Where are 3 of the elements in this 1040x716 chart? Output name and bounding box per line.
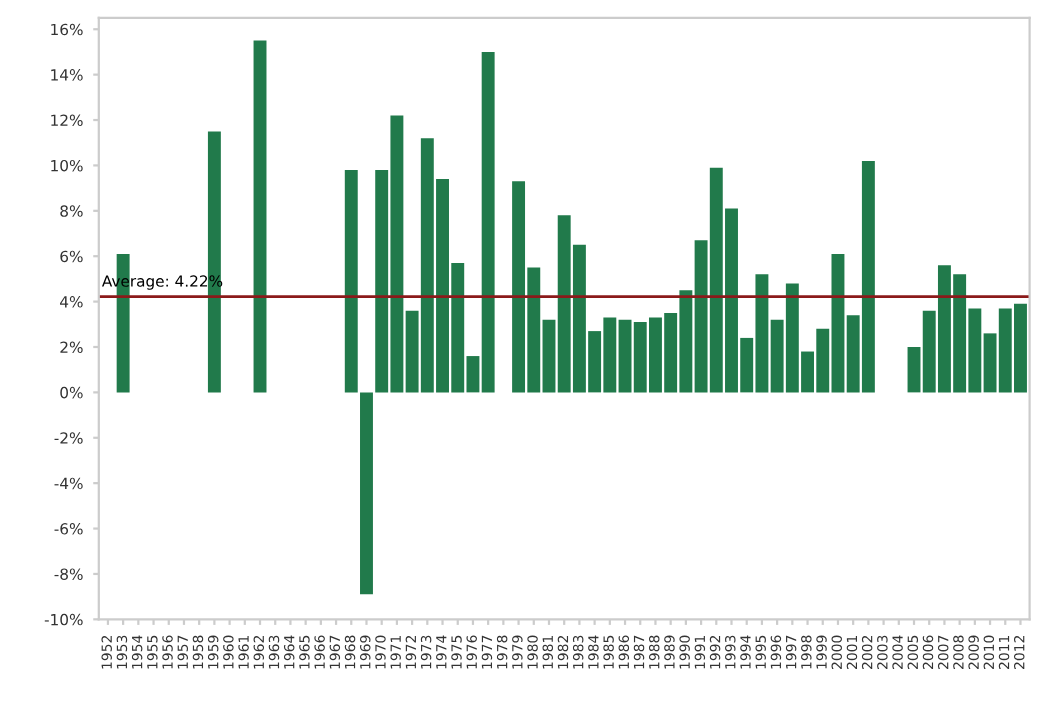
bar	[344, 169, 358, 393]
bar	[253, 40, 267, 393]
bar	[360, 392, 373, 595]
